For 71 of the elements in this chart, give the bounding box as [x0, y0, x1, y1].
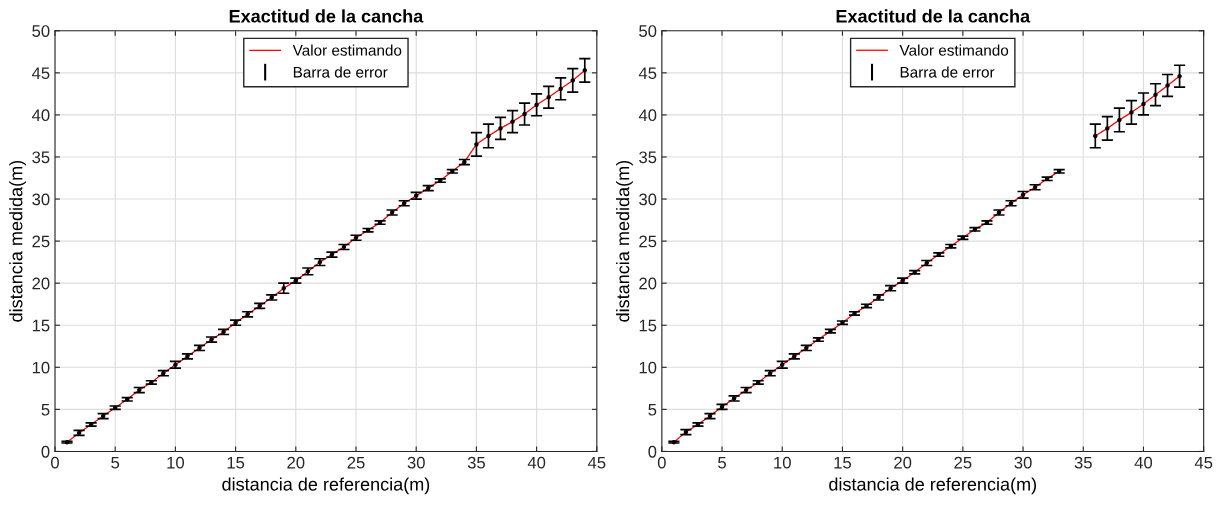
point [1177, 73, 1182, 79]
y-tick-label: 5 [648, 403, 657, 416]
y-tick-label: 15 [32, 319, 50, 332]
point [1117, 117, 1122, 123]
point [474, 142, 479, 147]
x-tick-label: 20 [287, 456, 305, 469]
point [1105, 126, 1110, 131]
x-tick-label: 10 [167, 456, 185, 469]
point [486, 133, 491, 139]
legend-label: Valor estimando [899, 44, 1009, 56]
x-tick-label: 0 [657, 456, 666, 469]
y-tick-label: 10 [639, 361, 657, 374]
y-tick-label: 50 [32, 25, 50, 37]
y-tick-label: 40 [31, 109, 50, 122]
x-tick-label: 25 [954, 456, 972, 469]
point [582, 68, 588, 73]
y-tick-label: 35 [32, 151, 50, 164]
y-tick-label: 20 [639, 277, 657, 290]
legend-label: Barra de error [293, 66, 388, 78]
y-tick-label: 30 [639, 193, 657, 206]
x-tick-label: 0 [51, 456, 59, 469]
x-tick-label: 40 [1134, 456, 1153, 469]
x-tick-label: 35 [467, 456, 485, 469]
y-tick-label: 35 [639, 151, 657, 164]
x-tick-label: 35 [1074, 456, 1092, 469]
point [1141, 101, 1146, 107]
y-tick-label: 20 [32, 277, 50, 290]
x-tick-label: 45 [587, 456, 606, 469]
y-axis-title: distancia medida(m) [616, 160, 633, 322]
legend-label: Valor estimando [292, 44, 402, 56]
y-tick-label: 0 [648, 445, 657, 458]
y-tick-label: 50 [639, 25, 657, 37]
point [281, 286, 286, 291]
point [1165, 83, 1170, 88]
y-tick-label: 0 [41, 445, 50, 458]
x-tick-label: 40 [527, 456, 546, 469]
y-tick-label: 25 [639, 235, 657, 248]
point [1153, 92, 1158, 97]
chart-title: Exactitud de la cancha [229, 9, 424, 23]
legend-label: Barra de error [900, 66, 995, 78]
x-axis-title: distancia de referencia(m) [222, 477, 430, 495]
y-tick-label: 40 [638, 109, 657, 122]
y-tick-label: 45 [638, 67, 657, 80]
x-tick-label: 30 [1014, 456, 1032, 469]
point [534, 102, 539, 108]
y-tick-label: 30 [32, 193, 50, 206]
x-tick-label: 5 [111, 456, 120, 469]
y-axis-title: distancia medida(m) [9, 160, 27, 322]
point [498, 126, 503, 131]
point [558, 86, 563, 92]
x-tick-label: 15 [834, 456, 852, 469]
y-tick-label: 45 [31, 67, 50, 80]
y-tick-label: 5 [41, 403, 50, 416]
point [1093, 133, 1098, 139]
point [546, 95, 551, 100]
y-tick-label: 25 [32, 235, 50, 248]
x-tick-label: 45 [1194, 456, 1213, 469]
x-tick-label: 10 [774, 456, 791, 469]
x-tick-label: 30 [407, 456, 425, 469]
y-tick-label: 15 [639, 319, 657, 332]
y-tick-label: 10 [32, 361, 50, 374]
point [1129, 110, 1134, 115]
chart-title: Exactitud de la cancha [836, 9, 1031, 23]
x-axis-title: distancia de referencia(m) [829, 477, 1037, 495]
x-tick-label: 25 [347, 456, 365, 469]
point [510, 119, 515, 124]
x-tick-label: 5 [718, 456, 726, 469]
point [570, 78, 575, 83]
point [522, 111, 527, 117]
x-tick-label: 15 [227, 456, 245, 469]
x-tick-label: 20 [894, 456, 912, 469]
